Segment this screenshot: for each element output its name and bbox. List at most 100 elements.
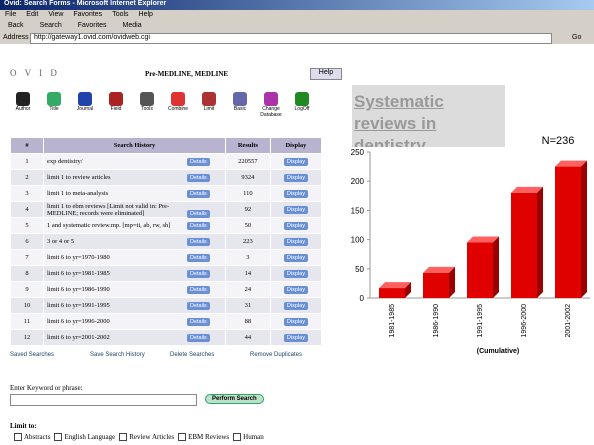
- menu-item[interactable]: View: [48, 11, 63, 18]
- tool[interactable]: Combine: [163, 92, 193, 112]
- display-button[interactable]: Display: [284, 222, 308, 230]
- tool[interactable]: Change Database: [256, 92, 286, 118]
- perform-search-button[interactable]: Perform Search: [205, 394, 264, 404]
- row-number: 6: [11, 234, 44, 250]
- row-number: 5: [11, 218, 44, 234]
- query-text: limit 6 to yr=1996-2000: [47, 318, 187, 325]
- header-cell: Results: [226, 138, 271, 154]
- history-row: 11limit 6 to yr=1996-2000Details88Displa…: [11, 314, 322, 330]
- results-cell: 223: [226, 234, 271, 250]
- bar-side: [493, 237, 499, 298]
- toolbar-button[interactable]: Back: [8, 22, 24, 29]
- y-tick-label: 50: [355, 265, 364, 274]
- menu-item[interactable]: Favorites: [73, 11, 102, 18]
- display-button[interactable]: Display: [284, 334, 308, 342]
- checkbox[interactable]: [119, 433, 127, 441]
- display-cell: Display: [270, 154, 321, 170]
- tool-label: Tools: [132, 106, 162, 112]
- go-button[interactable]: Go: [572, 34, 581, 41]
- tool[interactable]: Author: [8, 92, 38, 112]
- details-button[interactable]: Details: [187, 270, 210, 278]
- bar-side: [581, 161, 587, 298]
- display-cell: Display: [270, 282, 321, 298]
- toolbar-button[interactable]: Favorites: [78, 22, 107, 29]
- tool-label: Field: [101, 106, 131, 112]
- action-links: Saved Searches Save Search History Delete …: [10, 352, 340, 362]
- help-button[interactable]: Help: [310, 68, 342, 80]
- tool-icon: [78, 92, 92, 106]
- details-button[interactable]: Details: [187, 210, 210, 218]
- menu-item[interactable]: Edit: [26, 11, 38, 18]
- toolbar-button[interactable]: Media: [123, 22, 142, 29]
- display-button[interactable]: Display: [284, 206, 308, 214]
- menu-item[interactable]: File: [5, 11, 16, 18]
- tool-icon: [264, 92, 278, 106]
- toolbar-button[interactable]: Search: [40, 22, 62, 29]
- display-cell: Display: [270, 266, 321, 282]
- display-button[interactable]: Display: [284, 158, 308, 166]
- address-field[interactable]: http://gateway1.ovid.com/ovidweb.cgi: [30, 33, 552, 44]
- query-cell: limit 6 to yr=1996-2000Details: [44, 314, 226, 330]
- address-label: Address: [3, 34, 29, 41]
- tool[interactable]: Field: [101, 92, 131, 112]
- display-button[interactable]: Display: [284, 302, 308, 310]
- tool-icon: [171, 92, 185, 106]
- checkbox[interactable]: [14, 433, 22, 441]
- row-number: 10: [11, 298, 44, 314]
- display-button[interactable]: Display: [284, 174, 308, 182]
- details-button[interactable]: Details: [187, 254, 210, 262]
- tool-icon: [109, 92, 123, 106]
- query-text: limit 6 to yr=1981-1985: [47, 270, 187, 277]
- tool-label: Change Database: [256, 106, 286, 118]
- results-cell: 3: [226, 250, 271, 266]
- details-button[interactable]: Details: [187, 174, 210, 182]
- display-button[interactable]: Display: [284, 286, 308, 294]
- y-tick-label: 200: [351, 177, 365, 186]
- query-text: exp dentistry/: [47, 158, 187, 165]
- tool[interactable]: Title: [39, 92, 69, 112]
- search-input[interactable]: [10, 394, 197, 406]
- tool[interactable]: Limit: [194, 92, 224, 112]
- header-cell: Search History: [44, 138, 226, 154]
- details-button[interactable]: Details: [187, 158, 210, 166]
- display-button[interactable]: Display: [284, 270, 308, 278]
- details-button[interactable]: Details: [187, 318, 210, 326]
- action-link[interactable]: Delete Searches: [170, 352, 214, 358]
- query-text: limit 6 to yr=1970-1980: [47, 254, 187, 261]
- display-button[interactable]: Display: [284, 238, 308, 246]
- tool[interactable]: LogOff: [287, 92, 317, 112]
- display-cell: Display: [270, 330, 321, 346]
- display-button[interactable]: Display: [284, 190, 308, 198]
- display-button[interactable]: Display: [284, 318, 308, 326]
- action-link[interactable]: Save Search History: [90, 352, 145, 358]
- limit-option: Abstracts: [24, 433, 50, 441]
- row-number: 9: [11, 282, 44, 298]
- history-row: 4limit 1 to ebm reviews [Limit not valid…: [11, 202, 322, 218]
- menu-item[interactable]: Tools: [112, 11, 128, 18]
- checkbox[interactable]: [178, 433, 186, 441]
- tool[interactable]: Journal: [70, 92, 100, 112]
- details-button[interactable]: Details: [187, 334, 210, 342]
- details-button[interactable]: Details: [187, 190, 210, 198]
- menu-item[interactable]: Help: [139, 11, 153, 18]
- history-row: 2limit 1 to review articlesDetails9324Di…: [11, 170, 322, 186]
- details-button[interactable]: Details: [187, 238, 210, 246]
- checkbox[interactable]: [233, 433, 241, 441]
- checkbox[interactable]: [54, 433, 62, 441]
- action-link[interactable]: Remove Duplicates: [250, 352, 302, 358]
- bar: [511, 193, 537, 298]
- details-button[interactable]: Details: [187, 302, 210, 310]
- action-link[interactable]: Saved Searches: [10, 352, 54, 358]
- bar: [467, 243, 493, 298]
- window-title: Ovid: Search Forms - Microsoft Internet …: [0, 0, 166, 7]
- history-row: 3limit 1 to meta-analysisDetails110Displ…: [11, 186, 322, 202]
- details-button[interactable]: Details: [187, 222, 210, 230]
- results-cell: 44: [226, 330, 271, 346]
- display-button[interactable]: Display: [284, 254, 308, 262]
- limit-option: Human: [243, 433, 264, 441]
- tool[interactable]: Basic: [225, 92, 255, 112]
- tool[interactable]: Tools: [132, 92, 162, 112]
- details-button[interactable]: Details: [187, 286, 210, 294]
